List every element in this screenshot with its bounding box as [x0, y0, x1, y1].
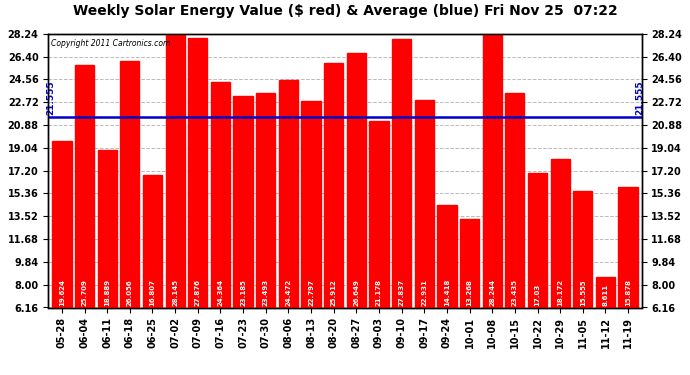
Bar — [437, 205, 457, 308]
Text: 27.876: 27.876 — [195, 279, 201, 306]
Bar — [482, 34, 502, 308]
Bar — [618, 187, 638, 308]
Text: 23.185: 23.185 — [240, 279, 246, 306]
Bar — [188, 38, 208, 308]
Text: 18.889: 18.889 — [104, 279, 110, 306]
Text: 28.145: 28.145 — [172, 279, 178, 306]
Bar — [52, 141, 72, 308]
Text: 15.878: 15.878 — [625, 279, 631, 306]
Text: 8.611: 8.611 — [602, 284, 609, 306]
Bar — [551, 159, 570, 308]
Bar — [256, 93, 275, 308]
Text: 26.056: 26.056 — [127, 280, 133, 306]
Bar — [233, 96, 253, 308]
Bar — [528, 173, 547, 308]
Text: 21.555: 21.555 — [635, 80, 644, 115]
Text: 24.364: 24.364 — [217, 279, 224, 306]
Text: 23.435: 23.435 — [512, 279, 518, 306]
Text: 17.03: 17.03 — [535, 284, 540, 306]
Text: 13.268: 13.268 — [466, 279, 473, 306]
Text: 14.418: 14.418 — [444, 279, 450, 306]
Text: 24.472: 24.472 — [286, 279, 291, 306]
Text: Weekly Solar Energy Value ($ red) & Average (blue) Fri Nov 25  07:22: Weekly Solar Energy Value ($ red) & Aver… — [72, 4, 618, 18]
Text: 26.649: 26.649 — [353, 279, 359, 306]
Text: 25.709: 25.709 — [81, 279, 88, 306]
Text: 28.244: 28.244 — [489, 279, 495, 306]
Text: Copyright 2011 Cartronics.com: Copyright 2011 Cartronics.com — [51, 39, 170, 48]
Bar — [324, 63, 344, 308]
Bar — [302, 101, 321, 308]
Bar — [596, 277, 615, 308]
Bar — [166, 35, 185, 308]
Text: 21.555: 21.555 — [46, 80, 55, 115]
Bar — [369, 121, 388, 308]
Bar — [505, 93, 524, 308]
Bar — [75, 65, 94, 308]
Bar — [279, 81, 298, 308]
Text: 19.624: 19.624 — [59, 279, 65, 306]
Text: 27.837: 27.837 — [399, 279, 404, 306]
Bar — [346, 54, 366, 307]
Bar — [460, 219, 479, 308]
Bar — [120, 61, 139, 308]
Text: 25.912: 25.912 — [331, 279, 337, 306]
Bar — [97, 150, 117, 308]
Bar — [392, 39, 411, 308]
Text: 16.807: 16.807 — [150, 279, 155, 306]
Text: 22.797: 22.797 — [308, 279, 314, 306]
Bar — [143, 176, 162, 308]
Bar — [573, 191, 593, 308]
Text: 21.178: 21.178 — [376, 279, 382, 306]
Bar — [415, 100, 434, 308]
Text: 18.172: 18.172 — [557, 279, 563, 306]
Bar — [211, 82, 230, 308]
Text: 22.931: 22.931 — [422, 279, 427, 306]
Text: 15.555: 15.555 — [580, 280, 586, 306]
Text: 23.493: 23.493 — [263, 279, 268, 306]
